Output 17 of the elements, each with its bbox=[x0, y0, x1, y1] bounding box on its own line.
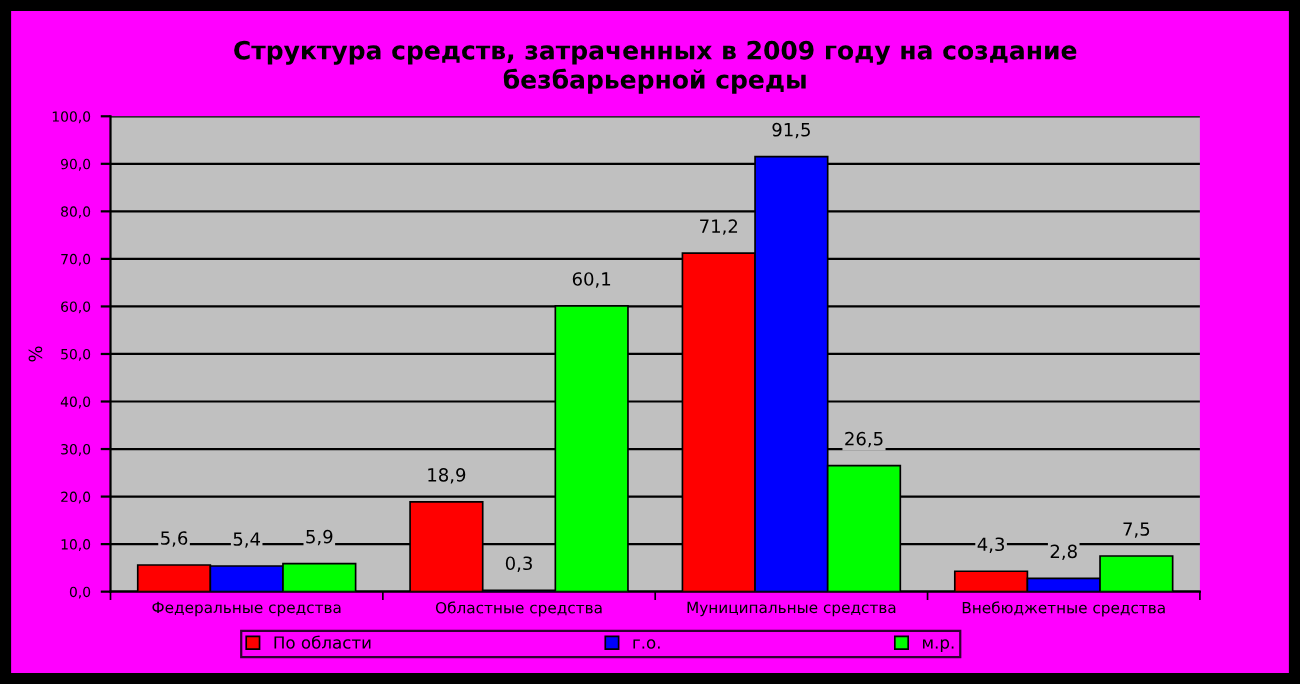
data-label: 0,3 bbox=[505, 556, 532, 572]
data-label: 5,6 bbox=[161, 531, 188, 547]
y-axis-title: % bbox=[28, 346, 43, 362]
data-label: 71,2 bbox=[700, 219, 738, 235]
chart-title: Структура средств, затраченных в 2009 году на создание безбарьерной среды bbox=[234, 40, 1077, 94]
data-label: 60,1 bbox=[572, 272, 611, 288]
data-label: 5,4 bbox=[233, 532, 261, 548]
data-label: 5,9 bbox=[306, 529, 333, 546]
legend-label: г.о. bbox=[633, 639, 660, 649]
data-label: 26,5 bbox=[845, 431, 883, 448]
legend-label: По области bbox=[274, 635, 371, 649]
legend-label: м.р. bbox=[923, 639, 954, 653]
data-label: 91,5 bbox=[772, 122, 810, 139]
data-label: 2,8 bbox=[1050, 544, 1077, 561]
data-label: 18,9 bbox=[428, 467, 466, 484]
data-label: 4,3 bbox=[977, 537, 1005, 553]
data-label: 7,5 bbox=[1123, 522, 1150, 538]
